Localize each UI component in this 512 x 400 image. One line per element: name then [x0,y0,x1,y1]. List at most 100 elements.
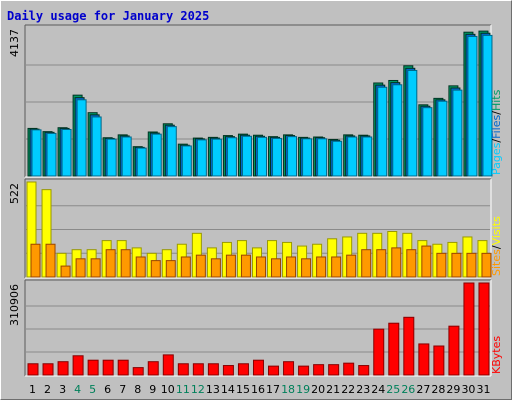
x-tick-label-day-15: 15 [236,383,250,396]
bar-pages-day-2 [46,132,57,177]
bar-pages-day-16 [256,136,267,177]
bar-sites-day-26 [406,249,417,278]
bar-kbytes-day-10 [162,354,174,376]
bar-pages-day-31 [482,34,493,177]
x-tick-label-day-17: 17 [266,383,280,396]
bar-sites-day-29 [451,252,462,278]
bar-kbytes-day-8 [132,367,144,376]
legend-entry: / [490,139,503,143]
bar-kbytes-day-22 [343,362,355,376]
bar-pages-day-24 [377,86,388,177]
bar-sites-day-23 [361,249,372,278]
bar-pages-day-11 [181,145,192,177]
bar-kbytes-day-14 [222,365,234,376]
legend-entry: / [490,111,503,115]
bar-pages-day-3 [61,128,72,177]
bar-sites-day-4 [75,258,86,278]
bar-pages-day-10 [166,126,177,177]
x-tick-label-day-27: 27 [416,383,430,396]
bar-kbytes-day-15 [237,363,249,376]
bar-kbytes-day-7 [117,359,129,376]
bar-sites-day-24 [376,249,387,278]
bar-kbytes-day-11 [177,363,189,376]
bar-pages-day-25 [392,84,403,177]
x-tick-label-day-30: 30 [461,383,475,396]
bar-kbytes-day-5 [87,359,99,376]
bar-pages-day-19 [302,138,313,177]
x-tick-label-day-22: 22 [341,383,355,396]
bar-pages-day-27 [422,107,433,177]
bar-kbytes-day-24 [373,328,385,376]
bar-pages-day-9 [151,133,162,177]
bar-sites-day-19 [301,258,312,278]
bar-kbytes-day-4 [72,355,84,376]
bar-sites-day-31 [481,252,492,278]
bar-sites-day-27 [421,245,432,278]
bar-sites-day-30 [466,252,477,278]
x-tick-label-day-2: 2 [44,383,51,396]
legend-entry: / [490,245,503,249]
x-tick-label-day-16: 16 [251,383,265,396]
bar-kbytes-day-23 [358,365,370,376]
legend-entry: Files [490,114,503,138]
bar-kbytes-day-13 [207,363,219,376]
x-tick-label-day-25: 25 [386,383,400,396]
bar-sites-day-15 [240,254,251,278]
bar-sites-day-9 [150,260,161,278]
bar-pages-day-29 [452,89,463,177]
bar-sites-day-1 [30,243,41,278]
bar-pages-day-20 [317,138,328,177]
bar-pages-day-26 [407,69,418,177]
x-tick-label-day-12: 12 [191,383,205,396]
bar-sites-day-2 [45,243,56,278]
bar-sites-day-8 [135,256,146,278]
bar-kbytes-day-1 [27,363,39,376]
bar-kbytes-day-28 [433,345,445,376]
bar-pages-day-23 [362,136,373,177]
bar-sites-day-25 [391,247,402,278]
bar-kbytes-day-2 [42,363,54,376]
bar-pages-day-4 [76,99,87,177]
bar-kbytes-day-21 [328,364,340,376]
x-tick-label-day-31: 31 [476,383,490,396]
legend-kbytes: KBytes [490,336,503,374]
x-tick-label-day-23: 23 [356,383,370,396]
bar-sites-day-22 [346,254,357,278]
legend-visits-sites: Sites/Visits [490,216,503,276]
bar-sites-day-20 [316,256,327,278]
bar-pages-day-15 [241,135,252,177]
bar-kbytes-day-17 [268,365,280,376]
legend-entry: Visits [490,216,503,245]
bar-sites-day-12 [195,254,206,278]
x-tick-label-day-26: 26 [401,383,415,396]
bar-sites-day-17 [271,258,282,278]
bar-kbytes-day-31 [478,282,490,376]
bar-pages-day-28 [437,100,448,177]
x-tick-label-day-19: 19 [296,383,310,396]
bar-sites-day-18 [286,256,297,278]
x-tick-label-day-11: 11 [176,383,190,396]
x-tick-label-day-14: 14 [221,383,235,396]
x-tick-label-day-8: 8 [134,383,141,396]
x-tick-label-day-3: 3 [59,383,66,396]
bar-sites-day-16 [255,256,266,278]
x-tick-label-day-28: 28 [431,383,445,396]
bar-kbytes-day-20 [313,364,325,376]
bar-pages-day-5 [91,116,102,177]
bar-pages-day-14 [226,137,237,177]
x-tick-label-day-13: 13 [206,383,220,396]
x-tick-label-day-21: 21 [326,383,340,396]
bar-kbytes-day-25 [388,322,400,376]
bar-sites-day-6 [105,249,116,278]
bar-sites-day-14 [225,254,236,278]
legend-entry: KBytes [490,336,503,374]
bar-sites-day-13 [210,258,221,278]
legend-pages-files-hits: Pages/Files/Hits [490,89,503,175]
bar-pages-day-8 [136,147,147,177]
bar-kbytes-day-16 [252,359,264,376]
bar-kbytes-day-27 [418,343,430,376]
bar-pages-day-6 [106,138,117,177]
bar-pages-day-18 [287,136,298,177]
x-tick-label-day-20: 20 [311,383,325,396]
